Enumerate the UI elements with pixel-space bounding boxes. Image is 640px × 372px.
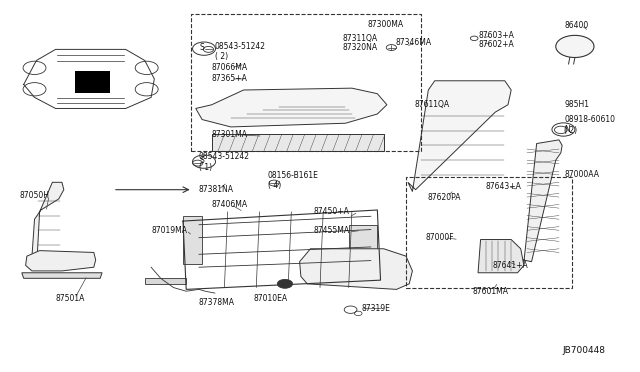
Polygon shape <box>408 81 511 192</box>
Polygon shape <box>196 88 387 127</box>
Text: 86400: 86400 <box>564 21 588 30</box>
Text: N: N <box>564 125 570 134</box>
Text: 08918-60610
( 2): 08918-60610 ( 2) <box>564 115 615 135</box>
Polygon shape <box>22 273 102 278</box>
Polygon shape <box>478 240 524 273</box>
Text: 87378MA: 87378MA <box>199 298 235 307</box>
Polygon shape <box>523 140 562 262</box>
Text: 87010EA: 87010EA <box>253 294 287 303</box>
Polygon shape <box>349 225 378 276</box>
Text: 87455MA: 87455MA <box>314 226 349 235</box>
Text: 08543-51242
( 2): 08543-51242 ( 2) <box>215 42 266 61</box>
Text: 87301MA: 87301MA <box>212 130 248 139</box>
Text: 87601MA: 87601MA <box>473 287 509 296</box>
Text: 87450+A: 87450+A <box>314 207 349 217</box>
Polygon shape <box>26 251 96 271</box>
Text: 87603+A: 87603+A <box>478 31 514 40</box>
Text: 87311QA: 87311QA <box>342 34 378 43</box>
Text: 87641+A: 87641+A <box>492 261 528 270</box>
Text: 08543-51242
( 1): 08543-51242 ( 1) <box>199 152 250 172</box>
Text: S: S <box>200 43 204 52</box>
Polygon shape <box>183 215 202 263</box>
Text: 87300MA: 87300MA <box>368 20 404 29</box>
Text: 87050H: 87050H <box>19 191 49 200</box>
Text: 87381NA: 87381NA <box>199 185 234 194</box>
Text: 985H1: 985H1 <box>564 100 589 109</box>
Polygon shape <box>145 278 186 284</box>
Polygon shape <box>212 134 384 151</box>
Text: 87643+A: 87643+A <box>486 182 522 191</box>
Text: 87019MA: 87019MA <box>151 226 187 235</box>
Text: 87406MA: 87406MA <box>212 200 248 209</box>
Polygon shape <box>32 182 64 271</box>
Text: S: S <box>200 156 204 166</box>
Text: 87000AA: 87000AA <box>564 170 599 179</box>
Text: 87501A: 87501A <box>56 294 85 303</box>
Text: 87346MA: 87346MA <box>395 38 431 47</box>
Text: 87320NA: 87320NA <box>342 43 378 52</box>
Text: 87602+A: 87602+A <box>478 40 514 49</box>
Text: 87620PA: 87620PA <box>427 193 461 202</box>
Text: 87611QA: 87611QA <box>414 100 449 109</box>
Text: JB700448: JB700448 <box>562 346 605 355</box>
Ellipse shape <box>556 35 594 58</box>
Circle shape <box>277 279 292 288</box>
Text: 87000F: 87000F <box>425 233 454 242</box>
Text: 87319E: 87319E <box>362 304 390 313</box>
Polygon shape <box>300 249 412 289</box>
Text: 08156-B161E
( 4): 08156-B161E ( 4) <box>268 171 319 190</box>
Text: 87365+A: 87365+A <box>212 74 248 83</box>
FancyBboxPatch shape <box>75 71 109 93</box>
Text: 87066MA: 87066MA <box>212 63 248 72</box>
